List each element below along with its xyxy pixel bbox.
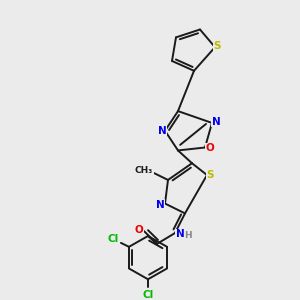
Text: N: N: [176, 229, 184, 239]
Text: N: N: [156, 200, 164, 209]
Text: Cl: Cl: [142, 290, 154, 300]
Text: S: S: [206, 170, 214, 180]
Text: H: H: [184, 230, 192, 239]
Text: O: O: [206, 143, 214, 154]
Text: N: N: [212, 117, 220, 127]
Text: CH₃: CH₃: [135, 166, 153, 175]
Text: Cl: Cl: [107, 234, 118, 244]
Text: O: O: [135, 225, 143, 235]
Text: S: S: [213, 41, 221, 51]
Text: N: N: [158, 126, 166, 136]
